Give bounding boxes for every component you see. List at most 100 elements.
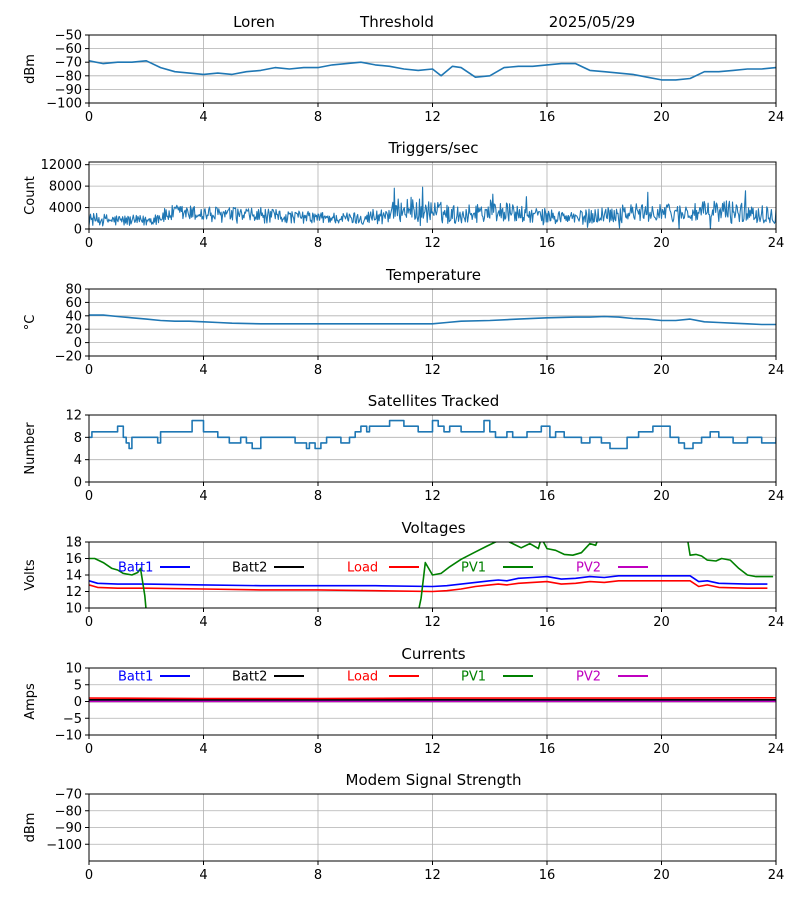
y-tick-label: −60 [55,42,82,57]
header-station: Loren [233,13,275,31]
y-axis-label: Amps [23,683,38,720]
y-tick-label: 8000 [49,180,82,195]
x-tick-label: 24 [768,742,785,757]
y-tick-label: 60 [65,296,82,311]
series-load-line [89,696,776,700]
x-tick-label: 4 [199,742,207,757]
x-tick-label: 20 [653,742,670,757]
y-tick-label: −80 [55,804,82,819]
x-tick-label: 24 [768,363,785,378]
series-1-line [89,314,776,326]
y-tick-label: −70 [55,56,82,71]
y-tick-label: 4 [74,453,82,468]
panel-title: Temperature [385,266,481,284]
y-tick-label: −20 [55,350,82,365]
y-tick-label: 10 [65,662,82,677]
y-tick-label: 8 [74,431,82,446]
y-axis-label: dBm [23,813,38,843]
x-tick-label: 16 [539,110,556,125]
x-tick-label: 24 [768,236,785,251]
x-tick-label: 24 [768,615,785,630]
x-tick-label: 0 [85,110,93,125]
header-label: Threshold [359,13,434,31]
x-tick-label: 0 [85,868,93,883]
series-group [89,419,776,450]
x-tick-label: 0 [85,236,93,251]
x-tick-label: 4 [199,868,207,883]
y-tick-label: 80 [65,283,82,298]
y-tick-label: 12000 [41,158,82,173]
x-tick-label: 12 [424,489,441,504]
y-axis-label: Count [23,176,38,215]
series-group [89,59,776,81]
series-1-line [89,59,776,81]
y-tick-label: 16 [65,552,82,567]
panel-modem: 0 4 8 12 16 20 24 −100 −90 −80−70 Modem Signal Str… [23,771,784,883]
legend-label: Batt1 [118,561,153,576]
legend-label: Load [347,670,378,685]
x-tick-label: 4 [199,489,207,504]
y-tick-label: −10 [55,729,82,744]
y-tick-label: −90 [55,821,82,836]
y-tick-label: 20 [65,323,82,338]
x-tick-label: 20 [653,363,670,378]
legend-label: PV1 [461,670,486,685]
y-axis-label: Volts [23,559,38,591]
header-date: 2025/05/29 [549,13,635,31]
legend-label: PV2 [576,561,601,576]
legend-label: Load [347,561,378,576]
x-tick-label: 8 [314,110,322,125]
series-group [89,696,776,703]
x-tick-label: 12 [424,615,441,630]
y-tick-label: −100 [46,97,82,112]
x-tick-label: 8 [314,615,322,630]
y-tick-label: −100 [46,838,82,853]
x-tick-label: 16 [539,236,556,251]
y-tick-label: 0 [74,476,82,491]
x-tick-label: 24 [768,868,785,883]
x-tick-label: 12 [424,236,441,251]
y-tick-label: −5 [63,712,82,727]
y-tick-label: 10 [65,602,82,617]
x-tick-label: 12 [424,868,441,883]
x-tick-label: 16 [539,868,556,883]
x-tick-label: 20 [653,489,670,504]
legend-label: PV1 [461,561,486,576]
x-tick-label: 12 [424,110,441,125]
series-batt1-line [89,574,768,588]
x-tick-label: 20 [653,110,670,125]
y-axis-label: °C [23,315,38,331]
x-tick-label: 4 [199,236,207,251]
series-group [89,186,776,229]
legend-label: Batt2 [232,670,267,685]
y-tick-label: 14 [65,569,82,584]
panel-title: Modem Signal Strength [346,771,522,789]
x-tick-label: 24 [768,489,785,504]
y-tick-label: 0 [74,336,82,351]
panel-title: Triggers/sec [388,139,479,157]
x-tick-label: 0 [85,489,93,504]
x-tick-label: 12 [424,363,441,378]
x-tick-label: 16 [539,615,556,630]
y-tick-label: −80 [55,69,82,84]
y-tick-label: −70 [55,788,82,803]
legend-label: Batt1 [118,670,153,685]
legend-label: PV2 [576,670,601,685]
x-tick-label: 8 [314,868,322,883]
y-axis-label: Number [23,422,38,475]
panel-title: Currents [401,645,465,663]
x-tick-label: 4 [199,363,207,378]
x-tick-label: 16 [539,742,556,757]
series-load-line [89,579,768,593]
y-tick-label: 0 [74,223,82,238]
y-tick-label: 18 [65,536,82,551]
y-tick-label: 12 [65,409,82,424]
x-tick-label: 20 [653,236,670,251]
series-pv1-line [89,542,774,608]
panel-triggers: 0 4 8 12 16 20 24 0 4000 8000 12000 Triggers/sec Cou… [23,139,784,251]
x-tick-label: 8 [314,489,322,504]
panel-satellites: 0 4 8 12 16 20 24 0 4 8 12 Satellites Tracked Number [23,392,784,504]
